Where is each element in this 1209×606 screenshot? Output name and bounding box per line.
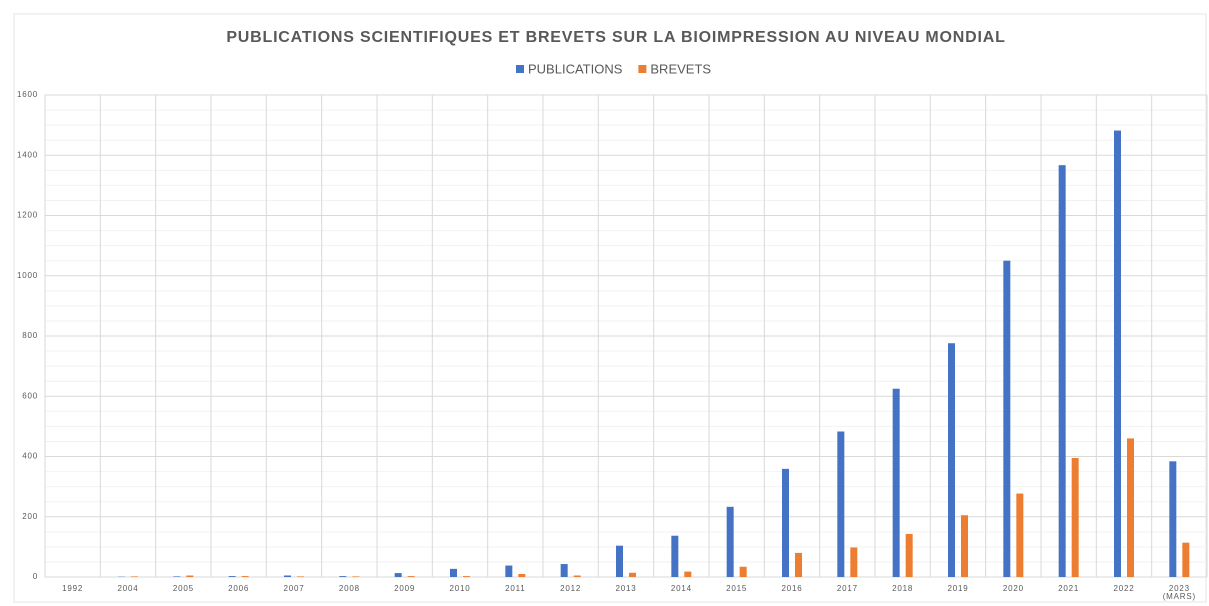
x-tick-label: 2023 (MARS) (1163, 584, 1196, 601)
bar (1003, 260, 1011, 577)
bar (1127, 438, 1134, 577)
bar (671, 535, 679, 577)
bar (228, 576, 236, 577)
bar (297, 576, 304, 577)
legend-swatch (516, 65, 524, 73)
x-tick-label: 2018 (892, 584, 913, 593)
bar (684, 571, 692, 577)
bar (961, 515, 968, 577)
bar (795, 552, 802, 577)
x-tick-label: 2004 (118, 584, 139, 593)
y-tick-label: 1400 (17, 150, 38, 159)
x-tick-label: 2020 (1003, 584, 1024, 593)
bar (186, 575, 194, 577)
y-tick-label: 800 (22, 331, 38, 340)
bar (1071, 458, 1079, 577)
bar (1114, 130, 1121, 578)
legend: PUBLICATIONS BREVETS (516, 61, 711, 76)
bar (726, 506, 734, 577)
bar (1016, 493, 1024, 577)
x-tick-label: 1992 (62, 584, 83, 593)
bar (518, 573, 526, 577)
bar (739, 566, 747, 577)
bar (1058, 165, 1066, 577)
x-tick-label: 2017 (837, 584, 858, 593)
x-tick-label: 2011 (505, 584, 525, 593)
x-tick-label: 2006 (228, 584, 249, 593)
bar (1169, 461, 1177, 577)
legend-label: BREVETS (650, 61, 711, 76)
x-tick-label: 2009 (394, 584, 415, 593)
bar (837, 431, 845, 577)
y-tick-label: 1200 (17, 211, 38, 220)
y-tick-label: 400 (22, 452, 38, 461)
y-tick-label: 600 (22, 391, 38, 400)
y-tick-label: 1600 (17, 90, 38, 99)
x-tick-label: 2022 (1114, 584, 1135, 593)
x-tick-label: 2007 (284, 584, 305, 593)
x-tick-label: 2019 (948, 584, 969, 593)
x-tick-label: 2015 (726, 584, 747, 593)
legend-label: PUBLICATIONS (528, 61, 623, 76)
bar (131, 576, 138, 577)
chart-title: PUBLICATIONS SCIENTIFIQUES ET BREVETS SU… (226, 29, 1005, 46)
y-tick-label: 200 (22, 512, 38, 521)
x-tick-label: 2008 (339, 584, 360, 593)
bar (463, 576, 470, 577)
chart-frame (13, 13, 1207, 603)
bar (339, 576, 347, 577)
x-tick-label: 2012 (560, 584, 581, 593)
x-tick-label: 2013 (616, 584, 637, 593)
bar (241, 576, 249, 577)
bar (284, 575, 291, 577)
bar (1182, 542, 1190, 577)
bar (450, 568, 457, 577)
bar (394, 573, 402, 577)
legend-swatch (638, 65, 647, 73)
x-tick-label: 2014 (671, 584, 692, 593)
bar (948, 343, 955, 577)
bar (629, 572, 636, 577)
bar (560, 564, 568, 577)
bar (905, 533, 913, 577)
bar (505, 565, 513, 577)
bar (850, 547, 858, 577)
x-tick-label: 2021 (1058, 584, 1079, 593)
x-tick-label: 2005 (173, 584, 194, 593)
x-tick-label: 2016 (782, 584, 803, 593)
bar (352, 576, 360, 577)
bar (892, 388, 900, 577)
bar (782, 468, 789, 577)
bar (173, 576, 181, 577)
bar (616, 545, 623, 577)
y-tick-label: 1000 (17, 271, 38, 280)
bar (573, 575, 581, 577)
y-tick-label: 0 (33, 572, 38, 581)
x-tick-label: 2010 (450, 584, 471, 593)
bar (407, 576, 415, 577)
